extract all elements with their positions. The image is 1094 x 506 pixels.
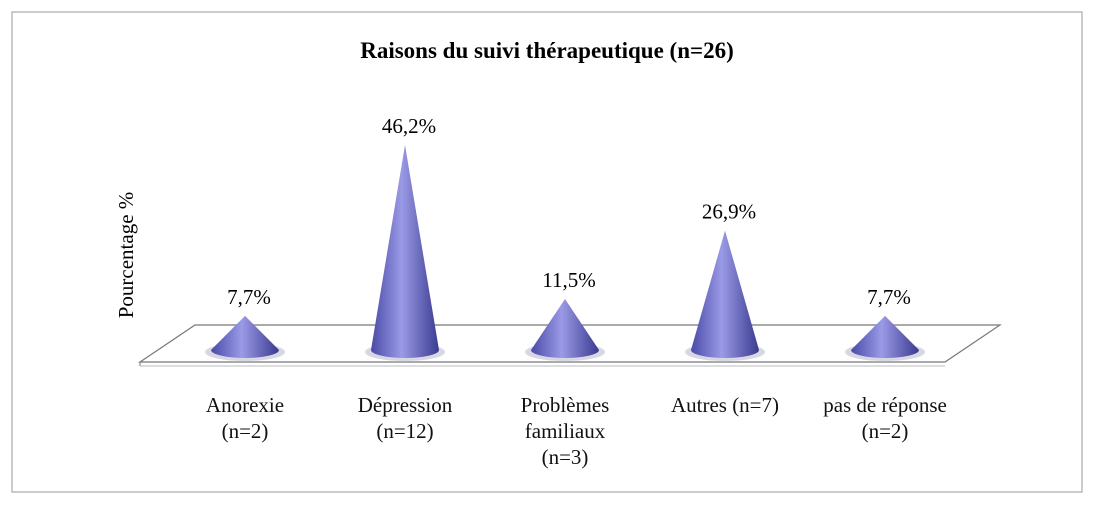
x-tick-label: Problèmes familiaux (n=3) — [520, 393, 610, 469]
x-tick-label: Dépression (n=12) — [357, 393, 453, 443]
chart-frame — [11, 11, 1083, 493]
value-label: 7,7% — [867, 285, 911, 309]
y-axis-label: Pourcentage % — [114, 192, 138, 319]
cone — [691, 230, 759, 358]
x-tick-label: Autres (n=7) — [670, 393, 780, 417]
cone — [211, 315, 279, 358]
x-tick-label: Anorexie (n=2) — [205, 393, 285, 443]
cone — [851, 315, 919, 358]
chart-title: Raisons du suivi thérapeutique (n=26) — [360, 38, 734, 63]
value-label: 46,2% — [382, 114, 436, 138]
value-label: 11,5% — [542, 268, 595, 292]
value-label: 26,9% — [702, 200, 756, 224]
cone — [531, 298, 599, 358]
value-label: 7,7% — [227, 285, 271, 309]
x-tick-label: pas de réponse (n=2) — [823, 393, 947, 443]
cone — [371, 145, 439, 358]
